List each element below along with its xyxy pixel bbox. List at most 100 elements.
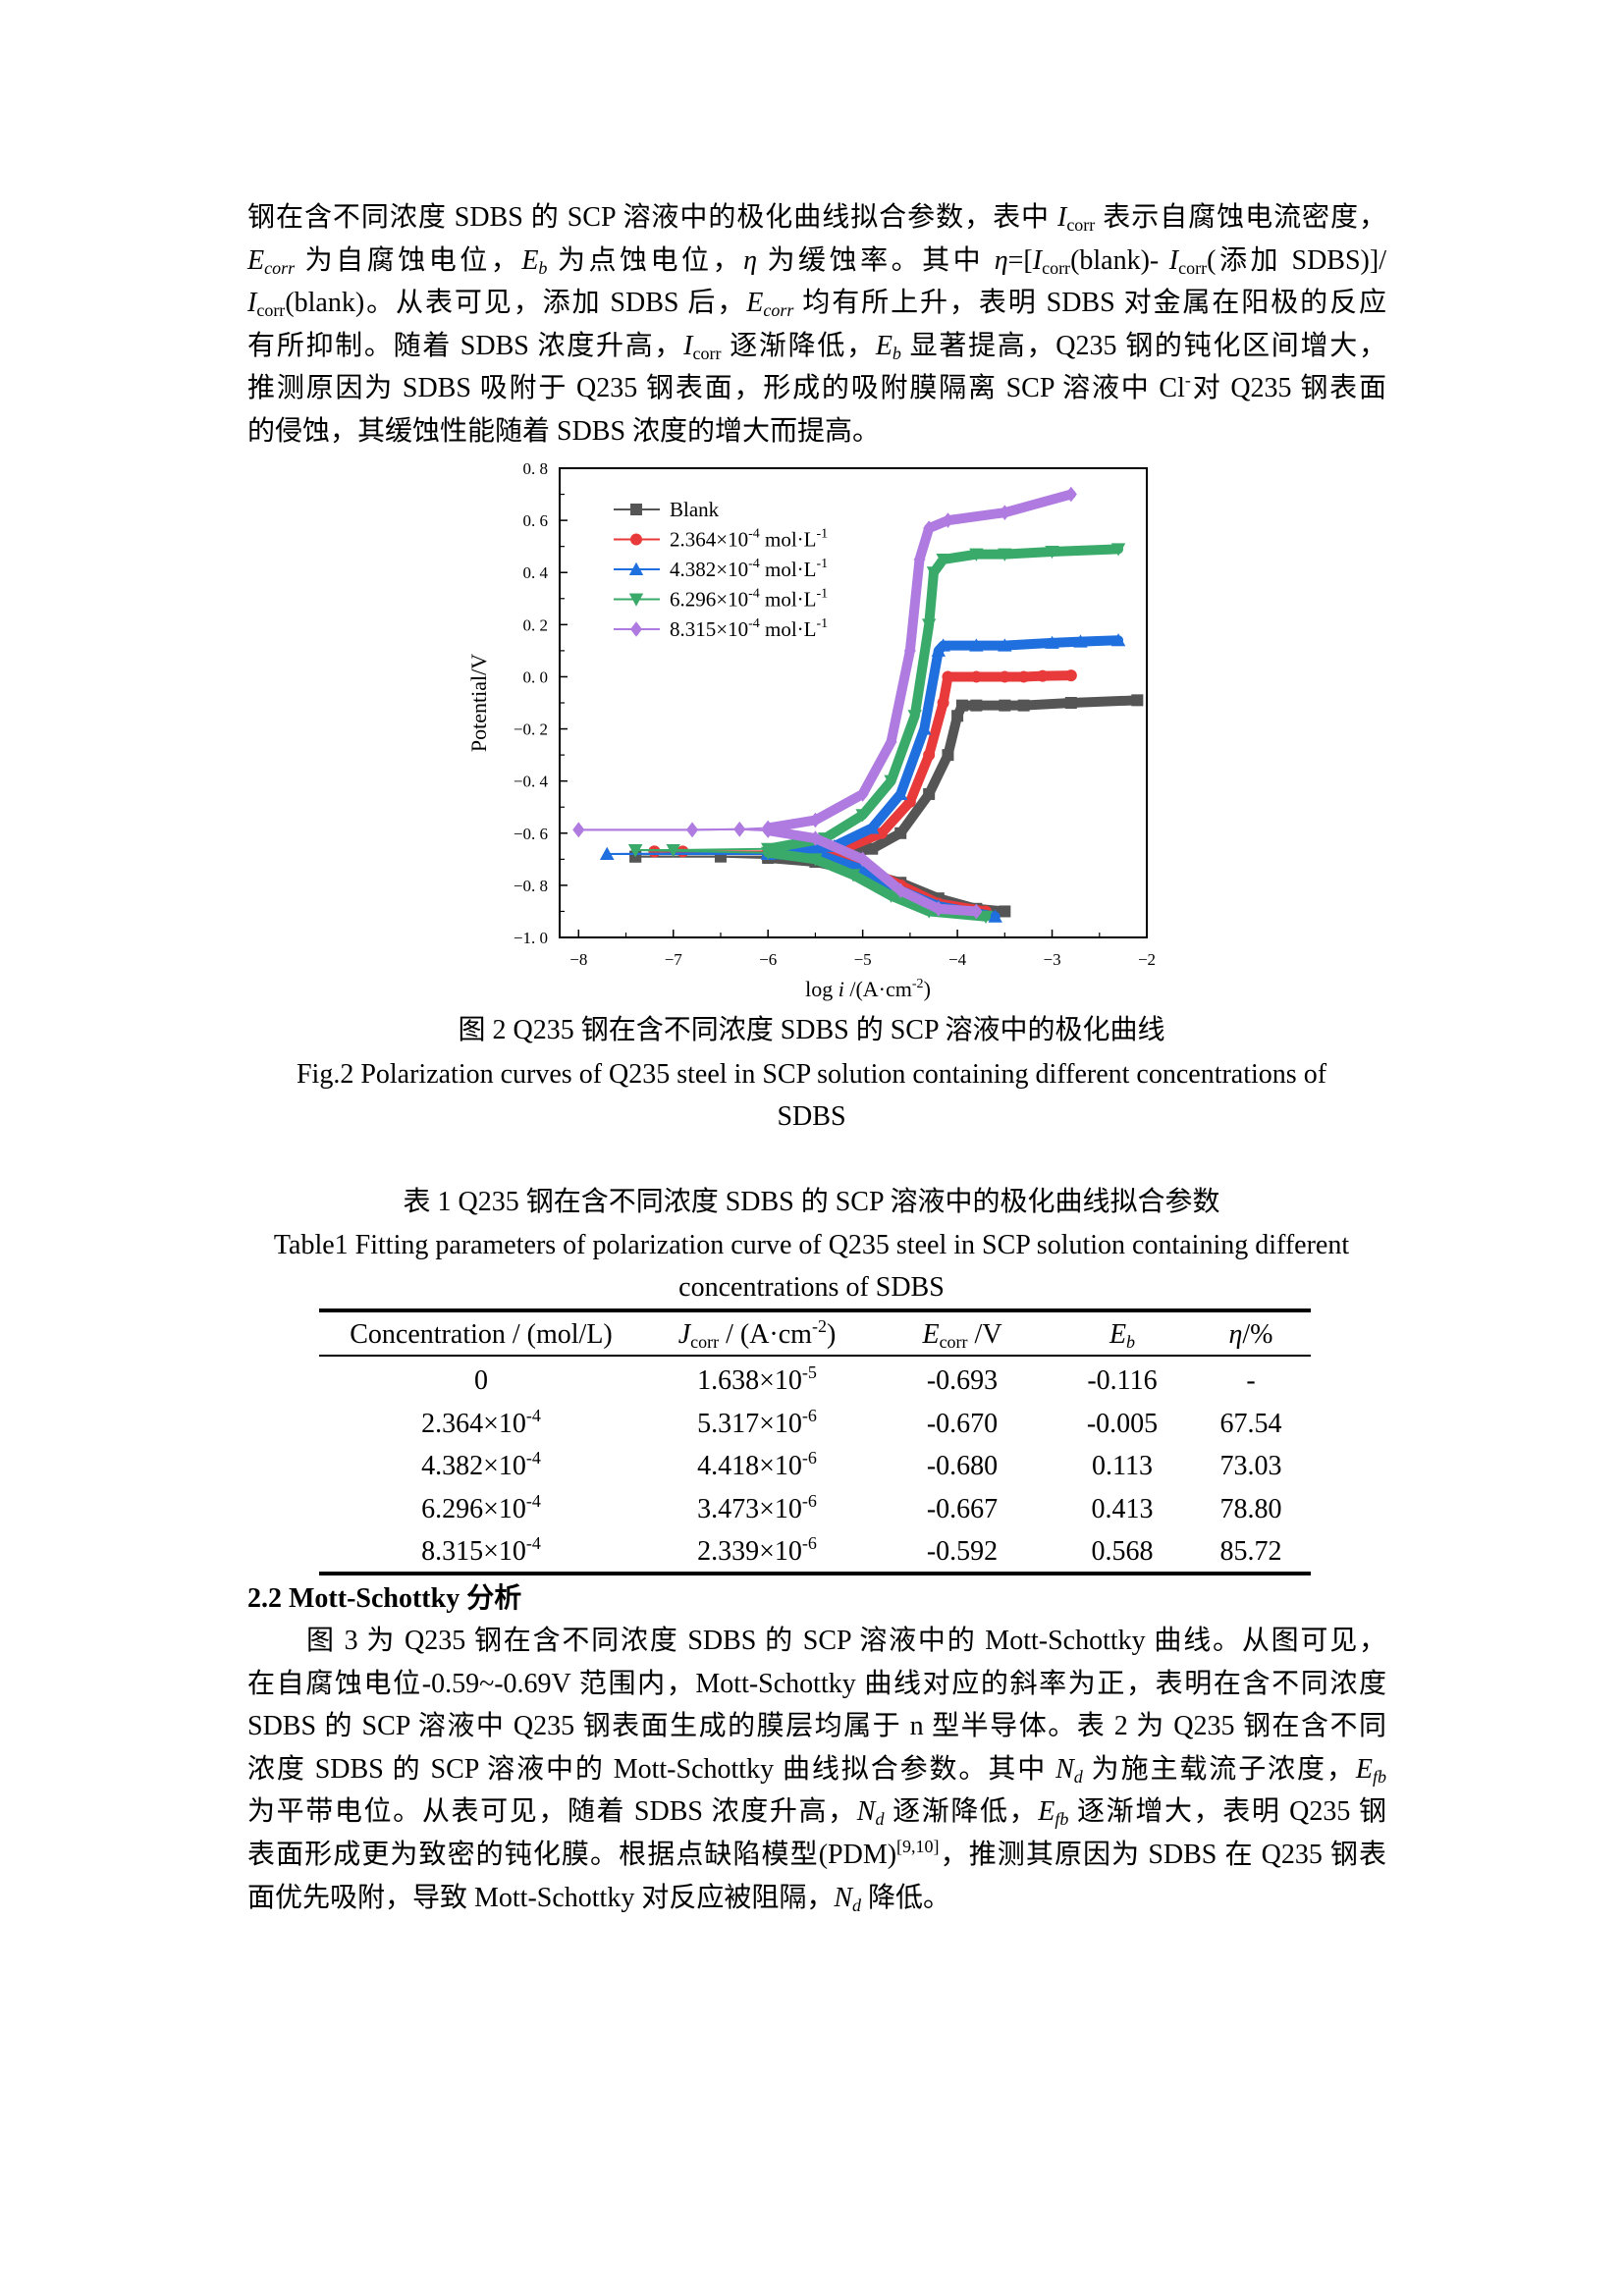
legend-label-part: -4 — [748, 616, 760, 631]
x-axis-label-part: -2 — [912, 977, 924, 991]
italic-symbol: E — [1109, 1319, 1127, 1350]
y-tick-label: 0. 0 — [523, 667, 549, 686]
data-point — [809, 812, 822, 828]
text-run: 面优先吸附，导致 Mott-Schottky 对反应被阻隔， — [247, 1882, 835, 1913]
text-run: 0 — [474, 1365, 488, 1396]
superscript: -6 — [801, 1405, 817, 1425]
subscript: b — [892, 343, 901, 363]
superscript: [9,10] — [896, 1837, 940, 1856]
data-point — [999, 699, 1011, 712]
text-run: 85.72 — [1219, 1536, 1282, 1568]
table-cell: 0 — [334, 1360, 628, 1403]
text-run: 有所抑制。随着 SDBS 浓度升高， — [247, 330, 684, 361]
figure-caption-en: Fig.2 Polarization curves of Q235 steel … — [296, 1059, 1327, 1090]
table-title-en: Table1 Fitting parameters of polarizatio… — [273, 1230, 1350, 1260]
legend-label-part: 2.364×10 — [670, 528, 748, 552]
table-cell: 6.296×10-4 — [334, 1488, 628, 1531]
subscript: corr — [1178, 257, 1208, 278]
text-run: 为平带电位。从表可见，随着 SDBS 浓度升高， — [247, 1796, 857, 1828]
legend-label-part: mol·L — [760, 617, 817, 641]
table-cell: 78.80 — [1104, 1488, 1398, 1531]
text-run: 6.296×10 — [421, 1493, 526, 1524]
data-point — [1064, 697, 1077, 709]
data-point — [999, 670, 1011, 683]
table-cell: 3.473×10-6 — [610, 1488, 904, 1531]
data-point — [1073, 634, 1088, 648]
data-point — [937, 697, 949, 709]
text-run: 在自腐蚀电位-0.59~-0.69V 范围内，Mott-Schottky 曲线对… — [247, 1668, 1386, 1699]
superscript: -4 — [525, 1533, 541, 1554]
data-point — [733, 821, 746, 837]
data-point — [942, 749, 954, 762]
text-run: 图 3 为 Q235 钢在含不同浓度 SDBS 的 SCP 溶液中的 Mott-… — [306, 1626, 1386, 1656]
legend-label-part: -1 — [817, 616, 829, 631]
text-run: 67.54 — [1219, 1408, 1282, 1439]
text-run: 降低。 — [861, 1882, 951, 1913]
y-tick-label: −0. 8 — [514, 877, 548, 895]
table-header-cell: Concentration / (mol/L) — [334, 1313, 628, 1357]
text-run: 表示自腐蚀电流密度， — [1095, 202, 1386, 233]
italic-symbol: N — [856, 1796, 876, 1828]
data-point — [884, 889, 898, 903]
data-point — [1110, 543, 1126, 557]
x-axis-label: log i /(A·cm-2) — [805, 977, 931, 1001]
text-run: /% — [1242, 1319, 1273, 1350]
y-tick-label: 0. 2 — [523, 615, 549, 634]
data-point — [907, 710, 922, 723]
text-run: 推测原因为 SDBS 吸附于 Q235 钢表面，形成的吸附膜隔离 SCP 溶液中… — [247, 373, 1185, 404]
text-run: - — [1246, 1365, 1256, 1396]
table-title-en-cont: concentrations of SDBS — [678, 1272, 945, 1303]
data-point — [970, 670, 983, 683]
data-point — [913, 552, 926, 567]
data-point — [926, 566, 942, 580]
data-point — [572, 822, 585, 838]
text-run: -0.693 — [926, 1365, 999, 1396]
subscript: corr — [690, 1332, 720, 1352]
table-cell: 2.364×10-4 — [334, 1403, 628, 1446]
subscript: corr — [939, 1332, 968, 1352]
text-run: Concentration / (mol/L) — [350, 1319, 613, 1350]
data-point — [1064, 669, 1077, 682]
subscript: corr — [1066, 215, 1096, 235]
table-cell: -0.116 — [975, 1360, 1270, 1403]
subscript: b — [538, 257, 548, 278]
data-point — [884, 774, 898, 788]
table-cell: -0.667 — [815, 1488, 1109, 1531]
text-line: 面优先吸附，导致 Mott-Schottky 对反应被阻隔，Nd 降低。 — [247, 1877, 1386, 1920]
text-line: Icorr(blank)。从表可见，添加 SDBS 后，Ecorr 均有所上升，… — [247, 282, 1386, 325]
data-point — [894, 882, 907, 898]
legend-label-part: -4 — [748, 587, 760, 602]
legend-label-part: -4 — [748, 557, 760, 571]
table-cell: 2.339×10-6 — [610, 1530, 904, 1574]
data-point — [970, 903, 983, 920]
data-point — [951, 710, 964, 722]
data-point — [865, 821, 880, 834]
data-point — [808, 853, 823, 867]
data-point — [1045, 545, 1059, 560]
text-run: / (A·cm — [719, 1319, 812, 1350]
data-point — [666, 844, 680, 858]
data-point — [1017, 699, 1030, 712]
table-cell: 1.638×10-5 — [610, 1360, 904, 1403]
legend-label: 4.382×10-4 mol·L-1 — [670, 557, 828, 581]
data-point — [998, 638, 1012, 652]
data-point — [999, 505, 1011, 520]
y-tick-label: 0. 6 — [523, 511, 549, 530]
x-tick-label: −2 — [1138, 950, 1156, 969]
table-title-cn: 表 1 Q235 钢在含不同浓度 SDBS 的 SCP 溶液中的极化曲线拟合参数 — [403, 1187, 1220, 1217]
italic-symbol: I — [683, 330, 693, 361]
table-top-rule — [319, 1308, 1311, 1312]
text-run: 4.418×10 — [697, 1451, 802, 1482]
text-run: 1.638×10 — [697, 1365, 802, 1396]
table-cell: -0.670 — [815, 1403, 1109, 1446]
x-tick-label: −5 — [854, 950, 872, 969]
legend-label-part: 8.315×10 — [670, 617, 748, 641]
table-cell: 4.382×10-4 — [334, 1445, 628, 1488]
text-line: 有所抑制。随着 SDBS 浓度升高，Icorr 逐渐降低，Eb 显著提高，Q23… — [247, 325, 1386, 368]
data-point — [969, 638, 984, 652]
text-run: 0.413 — [1091, 1493, 1154, 1524]
data-point — [917, 721, 932, 735]
data-point — [885, 734, 897, 750]
legend-label-part: -4 — [748, 527, 760, 542]
x-axis-label-part: /(A·cm — [844, 977, 912, 1001]
